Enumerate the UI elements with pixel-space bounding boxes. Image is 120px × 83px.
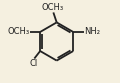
Text: Cl: Cl [30, 59, 38, 68]
Text: OCH₃: OCH₃ [42, 3, 64, 12]
Text: OCH₃: OCH₃ [8, 27, 30, 36]
Text: NH₂: NH₂ [84, 27, 100, 36]
